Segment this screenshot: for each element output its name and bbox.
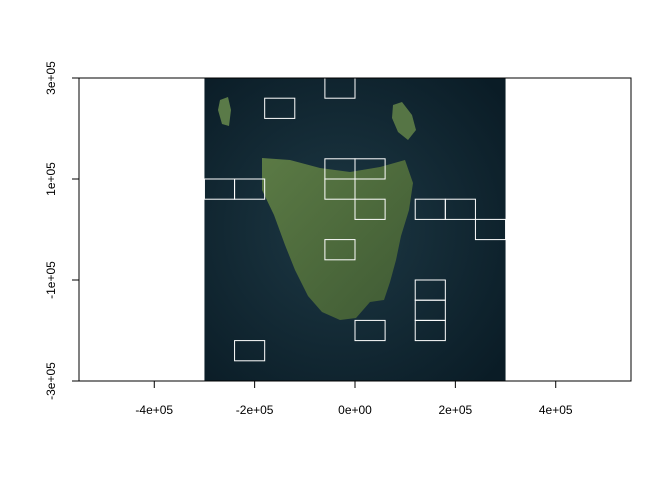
x-tick-label: -4e+05	[135, 403, 173, 417]
x-tick-label: 4e+05	[539, 403, 573, 417]
y-tick-label: -1e+05	[44, 261, 58, 299]
grid-cell-box	[354, 319, 386, 342]
grid-cell-box	[354, 198, 386, 220]
grid-cell-box	[414, 319, 446, 342]
grid-cell-box	[234, 340, 266, 362]
grid-cell-box	[324, 178, 356, 200]
island-flinders	[392, 102, 416, 140]
island-king	[218, 97, 231, 126]
grid-cell-box	[354, 158, 386, 180]
grid-cell-box	[234, 178, 266, 200]
y-tick-label: -3e+05	[44, 362, 58, 400]
grid-cell-box	[474, 218, 507, 241]
x-tick-label: 2e+05	[439, 403, 473, 417]
x-tick-label: -2e+05	[236, 403, 274, 417]
x-tick-label: 0e+00	[338, 403, 372, 417]
y-tick-label: 1e+05	[44, 162, 58, 196]
grid-cell-box	[264, 97, 296, 119]
grid-cell-box	[444, 198, 476, 220]
axis-layer: -4e+05 -2e+05 0e+00 2e+05 4e+05 -3e+05 -1e+05 1…	[44, 61, 632, 417]
y-tick-label: 3e+05	[44, 61, 58, 95]
island-main	[262, 158, 413, 320]
box-layer	[203, 77, 507, 362]
grid-cell-box	[324, 239, 356, 261]
